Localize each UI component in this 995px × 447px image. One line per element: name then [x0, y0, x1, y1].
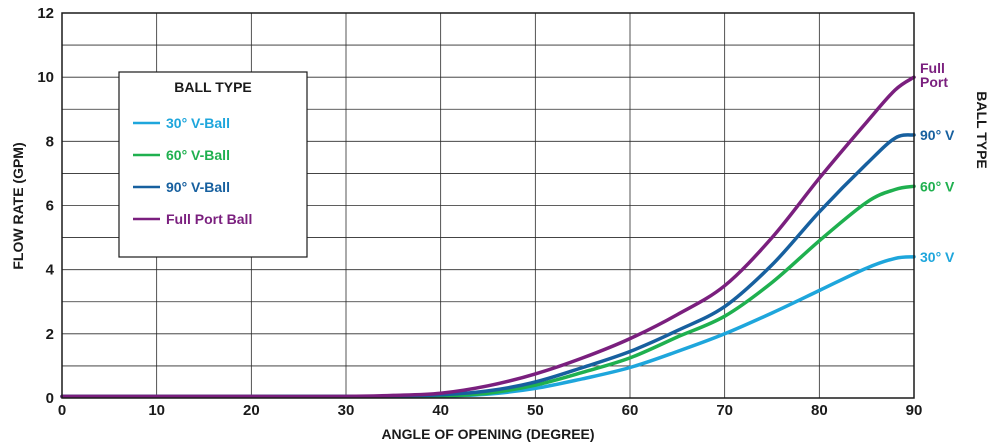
y-axis-title: FLOW RATE (GPM) [10, 142, 26, 269]
legend-label: Full Port Ball [166, 211, 252, 227]
x-tick-label: 30 [338, 402, 355, 419]
series-end-label: 90° V [920, 127, 955, 143]
y-tick-label: 6 [46, 198, 54, 215]
x-tick-label: 10 [148, 402, 165, 419]
legend-box [118, 71, 308, 258]
y-tick-label: 2 [46, 326, 54, 343]
x-tick-label: 40 [432, 402, 449, 419]
x-tick-label: 80 [811, 402, 828, 419]
x-tick-label: 20 [243, 402, 260, 419]
tick-labels: 0 10 20 30 40 50 60 70 80 90 0 2 4 6 8 10 12 [37, 5, 922, 419]
x-tick-label: 90 [906, 402, 923, 419]
series-line [60, 75, 916, 399]
y-tick-label: 4 [46, 262, 55, 279]
y-tick-label: 10 [37, 69, 54, 86]
legend-label: 30° V-Ball [166, 115, 230, 131]
series-end-label: Full [920, 60, 945, 76]
plot-border [61, 12, 915, 399]
y-tick-label: 12 [37, 5, 54, 22]
x-tick-label: 70 [716, 402, 733, 419]
x-axis-title: ANGLE OF OPENING (DEGREE) [381, 426, 594, 442]
x-tick-label: 50 [527, 402, 544, 419]
legend-label: 90° V-Ball [166, 179, 230, 195]
legend: BALL TYPE 30° V-Ball 60° V-Ball 90° V-Ball… [118, 71, 308, 258]
series-end-label: 60° V [920, 178, 955, 194]
series-end-label: 30° V [920, 249, 955, 265]
legend-title: BALL TYPE [174, 79, 252, 95]
legend-label: 60° V-Ball [166, 147, 230, 163]
right-axis-title: BALL TYPE [974, 91, 990, 169]
y-tick-label: 0 [46, 390, 54, 407]
x-tick-label: 60 [622, 402, 639, 419]
x-tick-label: 0 [58, 402, 66, 419]
series-lines [60, 75, 916, 399]
y-tick-label: 8 [46, 133, 54, 150]
series-line [60, 255, 916, 399]
series-end-label: Port [920, 74, 948, 90]
